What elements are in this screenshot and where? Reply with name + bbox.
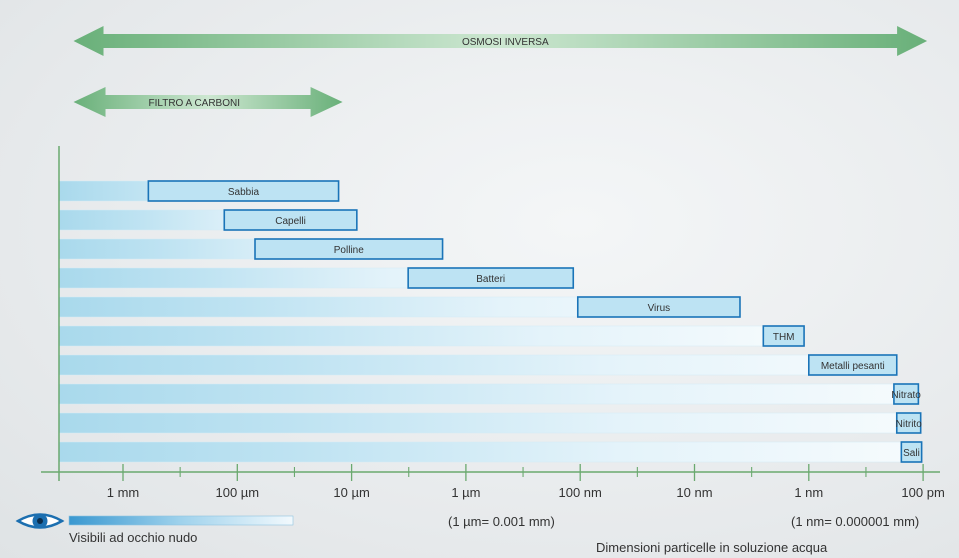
bar-metalli-pesanti (58, 354, 898, 376)
annotation-micrometer: (1 µm= 0.001 mm) (448, 514, 555, 529)
x-tick-label-1-nm: 1 nm (794, 485, 823, 500)
bar-nitrito (58, 412, 921, 434)
arrow-label-osmosi-inversa: OSMOSI INVERSA (462, 37, 549, 48)
eye-icon (15, 513, 65, 529)
range-box-metalli-pesanti (807, 354, 898, 376)
bar-thm (58, 325, 805, 347)
range-box-batteri (407, 267, 575, 289)
range-box-capelli (223, 209, 358, 231)
range-label-metalli-pesanti: Metalli pesanti (821, 361, 885, 372)
bar-nitrato (58, 383, 919, 405)
range-label-polline: Polline (334, 245, 364, 256)
range-box-polline (254, 238, 444, 260)
annotation-nanometer: (1 nm= 0.000001 mm) (791, 514, 920, 529)
range-box-nitrato (893, 383, 920, 405)
x-tick-label-1-mm: 1 mm (107, 485, 140, 500)
legend-gradient-bar (68, 515, 294, 526)
range-label-sabbia: Sabbia (228, 187, 260, 198)
range-box-sabbia (147, 180, 340, 202)
x-axis-label: Dimensioni particelle in soluzione acqua (596, 540, 828, 555)
x-tick-label-100-pm: 100 pm (901, 485, 944, 500)
x-tick-label-100-m: 100 µm (215, 485, 259, 500)
arrow-osmosi-inversa (73, 26, 928, 56)
range-label-thm: THM (773, 332, 795, 343)
range-label-nitrato: Nitrato (891, 390, 921, 401)
range-box-sali (900, 441, 923, 463)
x-tick-label-10-nm: 10 nm (676, 485, 712, 500)
arrow-label-filtro-a-carboni: FILTRO A CARBONI (149, 98, 241, 109)
range-label-batteri: Batteri (476, 274, 505, 285)
x-tick-label-100-nm: 100 nm (559, 485, 602, 500)
range-box-thm (762, 325, 805, 347)
eye-pupil (37, 518, 43, 524)
x-tick-label-10-m: 10 µm (333, 485, 369, 500)
range-label-capelli: Capelli (275, 216, 306, 227)
legend-label: Visibili ad occhio nudo (69, 530, 198, 545)
range-label-sali: Sali (903, 448, 920, 459)
range-label-nitrito: Nitrito (896, 419, 923, 430)
range-box-nitrito (895, 412, 922, 434)
bar-sali (58, 441, 922, 463)
arrow-filtro-a-carboni (73, 87, 343, 117)
range-box-virus (576, 296, 741, 318)
x-tick-label-1-m: 1 µm (451, 485, 480, 500)
range-label-virus: Virus (648, 303, 671, 314)
